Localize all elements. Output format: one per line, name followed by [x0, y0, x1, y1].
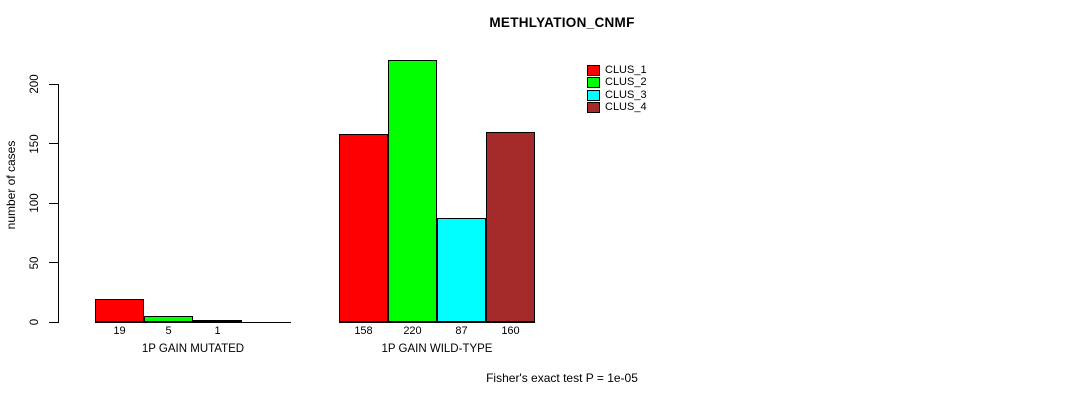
x-axis-group-label: 1P GAIN MUTATED: [141, 343, 245, 355]
y-tick: [49, 262, 59, 263]
x-axis-group-label: 1P GAIN WILD-TYPE: [381, 343, 493, 355]
bar-value-label: 158: [354, 325, 373, 337]
footnote: Fisher's exact test P = 1e-05: [486, 371, 638, 385]
legend-swatch-clus_3: [587, 89, 600, 101]
y-tick-label: 0: [29, 318, 41, 326]
legend-swatch-clus_2: [587, 77, 600, 89]
bar-clus_2-group1: [144, 316, 193, 322]
legend-label-clus_2: CLUS_2: [605, 76, 647, 89]
y-axis-label: number of cases: [4, 140, 18, 230]
bar-value-label: 160: [501, 325, 520, 337]
bar-value-label: 1: [214, 325, 221, 337]
y-axis-line: [58, 84, 60, 323]
y-tick: [49, 202, 59, 204]
bar-value-label: 87: [455, 325, 468, 337]
y-tick-label: 200: [29, 74, 41, 94]
group-baseline: [339, 322, 535, 323]
bar-clus_4-group2: [486, 131, 535, 322]
bar-clus_1-group2: [339, 133, 388, 322]
legend-swatch-clus_4: [587, 101, 600, 113]
bar-clus_3-group1: [193, 320, 242, 322]
bar-clus_3-group2: [437, 218, 486, 322]
legend-label-clus_3: CLUS_3: [605, 88, 647, 101]
bar-value-label: 220: [403, 325, 422, 337]
y-tick-label: 50: [29, 256, 41, 269]
y-tick-label: 100: [29, 193, 41, 213]
group-baseline: [95, 322, 291, 323]
y-tick: [49, 143, 59, 144]
bar-value-label: 5: [165, 325, 172, 337]
y-tick-label: 150: [29, 133, 41, 154]
legend-label-clus_1: CLUS_1: [605, 64, 647, 76]
bar-clus_1-group1: [95, 299, 144, 322]
bar-clus_2-group2: [388, 60, 437, 322]
legend-label-clus_4: CLUS_4: [605, 100, 647, 113]
chart-title: METHLYATION_CNMF: [489, 15, 635, 30]
y-tick: [49, 83, 59, 85]
bar-value-label: 19: [113, 325, 126, 337]
legend-swatch-clus_1: [587, 65, 600, 76]
y-tick: [49, 321, 59, 323]
